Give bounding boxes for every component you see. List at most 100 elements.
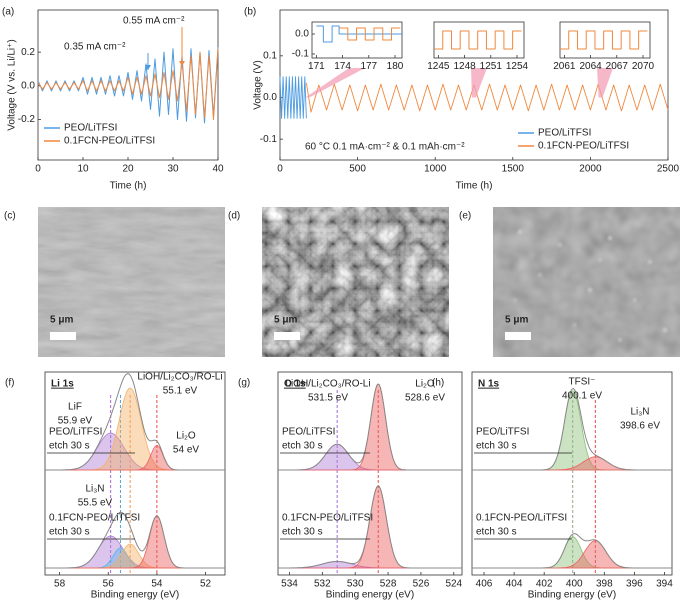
x-tick-label: 406 <box>476 579 493 590</box>
fit-envelope <box>472 387 672 471</box>
label: (g) <box>238 378 250 389</box>
x-tick-label: 2500 <box>657 164 680 175</box>
inset-line <box>316 25 402 43</box>
x-tick-label: 54 <box>151 579 163 590</box>
x-tick-label: 400 <box>566 579 583 590</box>
x-tick-label: 174 <box>334 61 351 72</box>
x-tick-label: 2064 <box>579 61 602 72</box>
label: LiOH/Li₂CO₃/RO-Li <box>137 372 222 383</box>
line-series <box>37 48 219 121</box>
x-tick-label: 1251 <box>480 61 503 72</box>
label: Binding energy (eV) <box>528 590 616 601</box>
fit-envelope <box>278 383 462 471</box>
x-tick-label: 528 <box>380 579 397 590</box>
inset-line <box>339 27 401 41</box>
fit-peak <box>472 536 672 569</box>
x-tick-label: 30 <box>167 164 179 175</box>
x-tick-label: 177 <box>360 61 377 72</box>
label: 398.6 eV <box>620 421 660 432</box>
label: etch 30 s <box>476 441 517 452</box>
fit-peak <box>45 543 225 569</box>
label: 0.35 mA cm⁻² <box>64 42 126 53</box>
label: Li₃N <box>85 484 104 495</box>
label: Li₃N <box>630 407 649 418</box>
label: (f) <box>5 378 14 389</box>
x-tick-label: 396 <box>626 579 643 590</box>
label: (b) <box>244 7 256 18</box>
plot-frame <box>277 371 463 576</box>
label: Binding energy (eV) <box>91 590 179 601</box>
label: Time (h) <box>456 181 493 192</box>
label: Time (h) <box>110 181 147 192</box>
label: TFSI⁻ <box>569 377 596 388</box>
label: etch 30 s <box>476 527 517 538</box>
x-tick-label: 402 <box>536 579 553 590</box>
plot-frame <box>44 371 226 576</box>
inset-line <box>434 30 522 50</box>
label: etch 30 s <box>49 527 90 538</box>
zoom-marker <box>471 68 487 98</box>
label: PEO/LiTFSI <box>49 427 102 438</box>
label: 528.6 eV <box>405 393 445 404</box>
x-tick-label: 58 <box>54 579 66 590</box>
label: 5 μm <box>50 315 73 326</box>
legend-label: PEO/LiTFSI <box>64 123 117 134</box>
label: (c) <box>4 211 16 222</box>
zoom-marker <box>305 68 365 98</box>
plot-frame <box>471 371 673 576</box>
x-tick-label: 500 <box>349 164 366 175</box>
label: 0.1FCN-PEO/LiTFSI <box>49 513 140 524</box>
line-series <box>279 76 307 119</box>
x-tick-label: 2067 <box>606 61 629 72</box>
x-tick-label: 40 <box>212 164 224 175</box>
label: (a) <box>2 7 14 18</box>
x-tick-label: 0 <box>277 164 283 175</box>
line-series <box>305 82 669 113</box>
label: PEO/LiTFSI <box>282 427 335 438</box>
label: 54 eV <box>173 445 199 456</box>
scale-bar <box>274 332 300 340</box>
x-tick-label: 171 <box>308 61 325 72</box>
x-tick-label: 180 <box>387 61 404 72</box>
x-tick-label: 1000 <box>424 164 447 175</box>
x-tick-label: 20 <box>122 164 134 175</box>
x-tick-label: 2061 <box>553 61 576 72</box>
x-tick-label: 404 <box>506 579 523 590</box>
x-tick-label: 394 <box>656 579 673 590</box>
label: etch 30 s <box>282 527 323 538</box>
label: Li₂O <box>176 431 196 442</box>
y-tick-label: -0.2 <box>18 114 36 125</box>
x-tick-label: 10 <box>77 164 89 175</box>
label: 5 μm <box>274 315 297 326</box>
x-tick-label: 52 <box>200 579 212 590</box>
y-tick-label: -0.1 <box>260 134 278 145</box>
label: (d) <box>228 211 240 222</box>
fit-envelope <box>45 511 225 569</box>
scale-bar <box>505 332 531 340</box>
y-tick-label: -0.1 <box>292 49 310 60</box>
annotation-arrowhead <box>145 65 151 70</box>
label: (h) <box>432 378 444 389</box>
x-tick-label: 1245 <box>427 61 450 72</box>
x-tick-label: 526 <box>413 579 430 590</box>
fit-envelope <box>472 533 672 569</box>
x-tick-label: 398 <box>596 579 613 590</box>
label: LiOH/Li₂CO₃/RO-Li <box>285 379 370 390</box>
x-tick-label: 1254 <box>506 61 529 72</box>
label: 55.9 eV <box>58 416 93 427</box>
label: 0.1FCN-PEO/LiTFSI <box>476 513 567 524</box>
label: (e) <box>459 211 471 222</box>
label: Li₂O <box>415 379 435 390</box>
label: 55.5 eV <box>78 498 113 509</box>
fit-envelope <box>45 373 225 471</box>
label: Binding energy (eV) <box>326 590 414 601</box>
label: 0.55 mA cm⁻² <box>123 16 185 27</box>
label: 55.1 eV <box>163 386 198 397</box>
y-tick-label: 0.0 <box>263 92 277 103</box>
label: 400.1 eV <box>562 391 602 402</box>
label: PEO/LiTFSI <box>476 427 529 438</box>
label: 5 μm <box>505 315 528 326</box>
inset-line <box>560 30 648 50</box>
